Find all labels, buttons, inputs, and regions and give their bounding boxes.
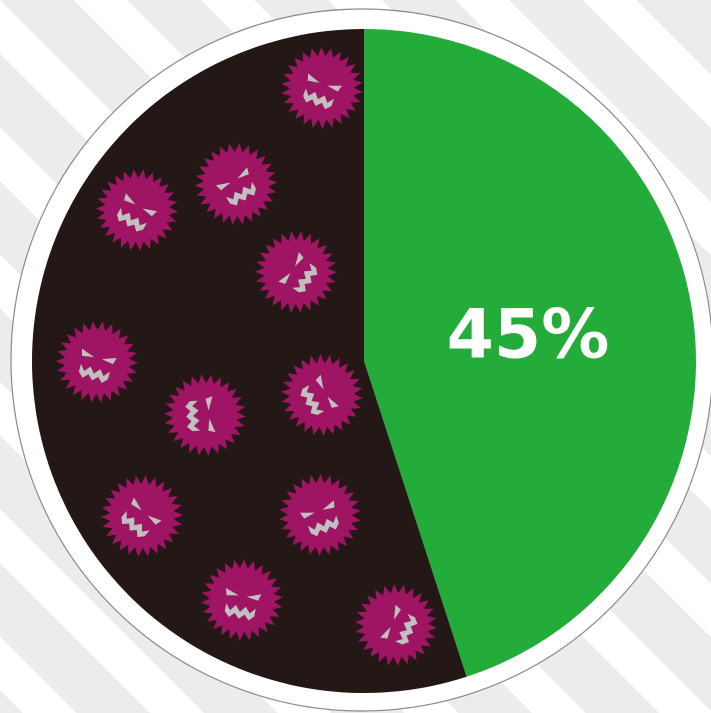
pie-labels: 45% [447,296,610,375]
pie-label-0: 45% [447,296,610,375]
germ-icon [279,473,361,557]
germ-icon [101,475,183,557]
germ-icon [201,559,283,641]
germ-icon [255,231,337,313]
germ-icon [96,169,178,251]
germ-icon [281,46,363,130]
germ-icon [56,321,138,403]
germ-icon [355,584,437,666]
germ-icon [281,354,363,436]
germ-icon [164,374,246,456]
germ-decorations [56,46,437,666]
pie-slice-0 [364,29,696,677]
germ-icon [195,143,277,225]
